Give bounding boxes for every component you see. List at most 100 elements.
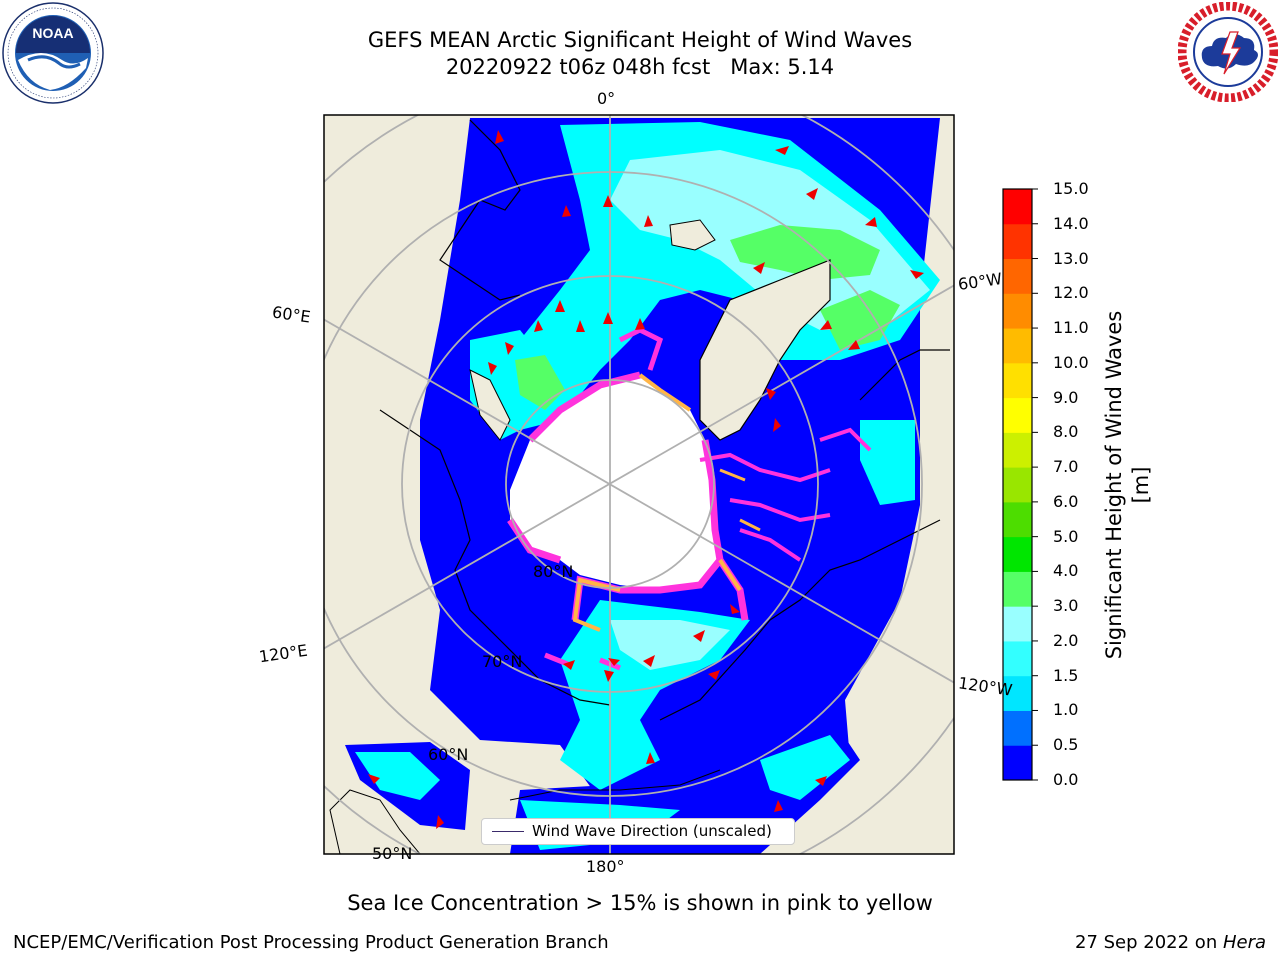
scandinavia-coast (439, 119, 521, 301)
colorbar-tick-label: 3.0 (1053, 596, 1079, 616)
wave-arrow (608, 658, 620, 666)
wave-arrow (775, 146, 789, 155)
wave-arrow (865, 217, 877, 227)
footer-host: Hera (1222, 932, 1266, 953)
noaa-logo: NOAA (2, 2, 104, 104)
colorbar-tick-label: 5.0 (1053, 526, 1079, 546)
meridian-120e-60w (324, 284, 954, 650)
colorbar-segment (1003, 293, 1032, 329)
kamchatka-land (329, 789, 421, 854)
aleutian-chain (509, 769, 721, 801)
wave-zone-bering-moderate (355, 752, 440, 800)
wave-zone-gulf-moderate (760, 735, 850, 800)
wave-arrow (635, 318, 645, 330)
colorbar-segment (1003, 397, 1032, 433)
wave-zone-greenland-sea-peak (730, 225, 880, 280)
wave-arrow (708, 670, 720, 680)
colorbar-segment (1003, 571, 1032, 607)
sea-ice-edge-yellow (572, 373, 742, 632)
colorbar-tick-label: 1.0 (1053, 700, 1079, 720)
wave-arrow (773, 418, 781, 432)
wave-arrow (693, 630, 705, 642)
colorbar-segment (1003, 328, 1032, 364)
parallel-label-80n: 80°N (533, 562, 574, 581)
colorbar-tick-label: 4.0 (1053, 561, 1079, 581)
wave-arrow (766, 388, 776, 400)
wave-arrow (730, 604, 740, 614)
wave-arrow (815, 776, 827, 786)
wave-arrow (562, 205, 571, 217)
wave-arrow (848, 340, 860, 350)
parallel-label-60n: 60°N (428, 745, 469, 764)
wave-arrow (534, 320, 543, 332)
wave-arrow (604, 670, 614, 682)
colorbar-tick-label: 0.0 (1053, 770, 1079, 789)
colorbar-tick-label: 10.0 (1053, 352, 1089, 372)
colorbar-segment (1003, 640, 1032, 677)
colorbar-tick-label: 2.0 (1053, 630, 1079, 650)
colorbar-tick-label: 12.0 (1053, 283, 1089, 303)
wave-arrow (820, 320, 832, 330)
chart-title: GEFS MEAN Arctic Significant Height of W… (367, 28, 913, 52)
colorbar-segment (1003, 501, 1032, 538)
map-frame (323, 114, 955, 855)
colorbar-segment (1003, 432, 1032, 468)
wave-arrow (644, 215, 653, 227)
greenland-land (699, 259, 831, 441)
colorbar-tick-label: 1.5 (1053, 665, 1079, 685)
colorbar-segment (1003, 223, 1032, 260)
alaska-coast (659, 519, 941, 721)
colorbar-tick-label: 8.0 (1053, 422, 1079, 442)
wave-arrow (495, 130, 504, 144)
chart-subtitle-run-info: 20220922 t06z 048h fcst Max: 5.14 (445, 55, 835, 79)
sea-ice-archipelago-yellow (719, 468, 761, 532)
wind-wave-arrows (368, 130, 924, 829)
sea-ice-edge-pink (507, 371, 749, 621)
colorbar-tick-label: 11.0 (1053, 318, 1089, 338)
sea-ice-note: Sea Ice Concentration > 15% is shown in … (347, 891, 933, 915)
wave-arrow (576, 320, 585, 332)
colorbar-segment (1003, 710, 1032, 746)
colorbar-segment (1003, 745, 1032, 781)
siberia-coast (379, 409, 611, 706)
footer-organization: NCEP/EMC/Verification Post Processing Pr… (13, 932, 609, 953)
graticule (324, 115, 954, 854)
colorbar-tick-label: 7.0 (1053, 457, 1079, 477)
map-legend: Wind Wave Direction (unscaled) (481, 818, 795, 845)
footer-date-text: 27 Sep 2022 on (1075, 932, 1223, 953)
wave-zone-labrador-peak (820, 290, 900, 350)
nws-logo (1178, 2, 1278, 102)
central-arctic-ice-pack (510, 375, 720, 590)
wave-arrow (505, 342, 514, 355)
colorbar-frame (1002, 188, 1033, 781)
canada-coast (859, 349, 950, 401)
wave-arrow (563, 660, 575, 670)
colorbar-segment (1003, 675, 1032, 711)
legend-line-swatch (492, 831, 524, 832)
colorbar-tick-label: 13.0 (1053, 248, 1089, 268)
wave-arrow (555, 300, 565, 312)
colorbar-segment (1003, 536, 1032, 572)
wave-arrow (806, 188, 818, 200)
legend-label: Wind Wave Direction (unscaled) (532, 822, 772, 840)
wave-arrow (603, 312, 613, 324)
wave-arrow (603, 195, 613, 207)
parallel-label-70n: 70°N (482, 652, 523, 671)
wave-arrow (774, 800, 783, 812)
colorbar-tick-label: 6.0 (1053, 491, 1079, 511)
wave-zone-barents-peak (515, 355, 565, 410)
colorbar-segment (1003, 606, 1032, 642)
wave-zone-beaufort-moderate (860, 420, 915, 505)
colorbar-tick-label: 0.5 (1053, 735, 1079, 755)
colorbar-tick-label: 14.0 (1053, 213, 1089, 233)
wave-arrow (646, 752, 655, 764)
wave-arrow (753, 262, 765, 274)
wave-arrow (643, 655, 655, 667)
meridian-label-0: 0° (597, 89, 616, 108)
sea-ice-arctic-archipelago (699, 427, 872, 562)
noaa-logo-text: NOAA (32, 25, 73, 41)
wave-arrow (436, 815, 444, 829)
wave-arrow (368, 774, 380, 784)
colorbar-segment (1003, 189, 1032, 225)
